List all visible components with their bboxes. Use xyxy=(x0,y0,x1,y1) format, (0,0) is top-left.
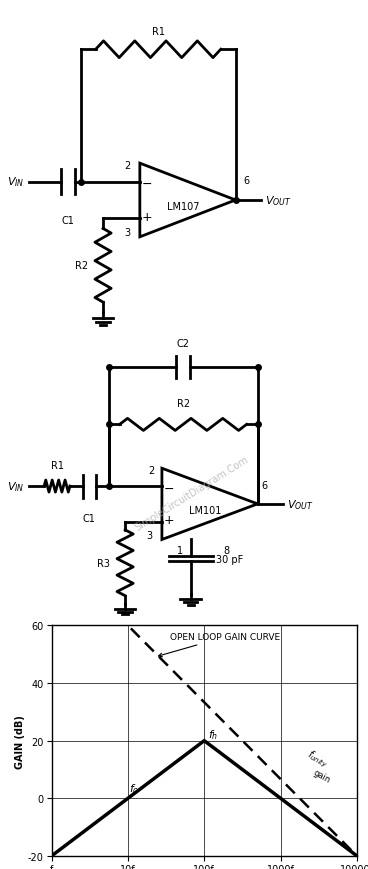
Text: R3: R3 xyxy=(98,558,110,568)
Text: LM107: LM107 xyxy=(167,202,199,212)
Text: 30 pF: 30 pF xyxy=(216,554,244,564)
Text: 2: 2 xyxy=(124,161,131,170)
Text: C1: C1 xyxy=(62,216,74,226)
Text: $f_{unity}$: $f_{unity}$ xyxy=(304,746,330,770)
Text: $f_c$: $f_c$ xyxy=(130,782,139,795)
Text: LM101: LM101 xyxy=(189,505,221,515)
Text: +: + xyxy=(142,210,152,223)
Text: 8: 8 xyxy=(223,546,229,556)
Text: $V_{IN}$: $V_{IN}$ xyxy=(7,176,25,189)
Text: 3: 3 xyxy=(124,228,131,237)
Text: R1: R1 xyxy=(152,27,165,36)
Text: −: − xyxy=(142,178,152,191)
Text: C1: C1 xyxy=(83,514,96,524)
Text: 6: 6 xyxy=(261,481,268,490)
Text: $V_{OUT}$: $V_{OUT}$ xyxy=(287,497,314,511)
Text: +: + xyxy=(164,514,174,527)
Text: OPEN LOOP GAIN CURVE: OPEN LOOP GAIN CURVE xyxy=(159,633,280,657)
Text: −: − xyxy=(164,482,174,495)
Text: 3: 3 xyxy=(146,531,153,541)
Text: $f_h$: $f_h$ xyxy=(208,727,218,740)
Text: R2: R2 xyxy=(75,261,88,271)
Text: $V_{OUT}$: $V_{OUT}$ xyxy=(265,194,291,208)
Text: R1: R1 xyxy=(50,460,64,470)
Text: 1: 1 xyxy=(177,546,183,555)
Text: 2: 2 xyxy=(148,465,155,475)
Text: gain: gain xyxy=(311,767,332,784)
Text: C2: C2 xyxy=(177,338,190,348)
Text: SimpleCircuitDiagram.Com: SimpleCircuitDiagram.Com xyxy=(133,454,250,533)
Text: $V_{IN}$: $V_{IN}$ xyxy=(7,480,25,494)
Text: 6: 6 xyxy=(243,176,249,186)
Text: R2: R2 xyxy=(177,399,190,408)
Y-axis label: GAIN (dB): GAIN (dB) xyxy=(15,714,25,767)
